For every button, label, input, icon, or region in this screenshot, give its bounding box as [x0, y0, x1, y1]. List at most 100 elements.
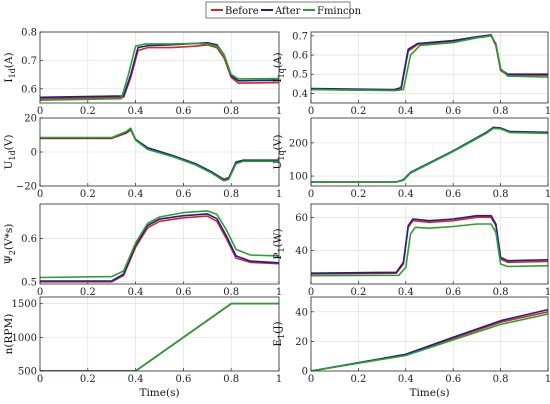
series-line-after	[40, 213, 279, 282]
x-tick-label: 0.8	[493, 189, 509, 200]
subplot-psi2: 0 0.2 0.4 0.6 0.8 1 0.5 0.6 Ψ2(V*s)	[3, 203, 282, 298]
x-tick-label: 0.6	[175, 106, 191, 117]
series-line-fmincon	[311, 34, 548, 92]
y-axis-label: n(RPM)	[3, 314, 15, 355]
y-tick-label: −20	[16, 182, 37, 193]
y-axis-label: Ψ2(V*s)	[3, 224, 17, 265]
y-axis-label: I1q(A)	[272, 52, 286, 82]
plot-frame	[39, 31, 280, 104]
x-tick-label: 0	[308, 189, 314, 200]
x-tick-label: 1	[545, 189, 550, 200]
x-tick-label: 0.8	[223, 374, 239, 385]
x-tick-label: 0.4	[128, 374, 144, 385]
y-axis-label: U1d(V)	[3, 135, 17, 170]
y-tick-label: 40	[295, 246, 308, 257]
plot-frame	[39, 296, 280, 372]
legend-label-after: After	[274, 6, 301, 17]
series-line-after	[40, 41, 279, 99]
plot-frame	[39, 203, 280, 285]
x-tick-label: 0	[308, 374, 314, 385]
series-line-fmincon	[311, 127, 548, 183]
x-tick-label: 0.8	[493, 106, 509, 117]
x-tick-label: 0.8	[493, 374, 509, 385]
y-tick-label: 20	[24, 114, 37, 125]
y-tick-label: 0.5	[21, 277, 37, 288]
x-tick-label: 1	[545, 374, 550, 385]
subplot-e1: 0 0.2 0.4 0.6 0.8 1 0 20 40 E1(J) Time(s)	[272, 296, 550, 399]
x-tick-label: 0.8	[493, 287, 509, 298]
y-tick-label: 0.6	[292, 51, 308, 62]
series-line-after	[40, 128, 279, 181]
x-tick-label: 1	[545, 106, 550, 117]
series-line-fmincon	[311, 313, 548, 371]
series-line-fmincon	[40, 302, 279, 371]
subplot-p1: 0 0.2 0.4 0.6 0.8 1 40 60 P1(W)	[272, 203, 550, 298]
y-tick-label: 0.6	[21, 84, 37, 95]
plot-frame	[39, 117, 280, 187]
series-line-after	[311, 34, 548, 91]
x-tick-label: 1	[276, 287, 282, 298]
x-tick-label: 0.6	[175, 287, 191, 298]
x-tick-label: 0.2	[350, 374, 366, 385]
y-tick-label: 0	[31, 148, 37, 159]
series-line-after	[311, 126, 548, 183]
x-tick-label: 0.2	[80, 287, 96, 298]
series-line-before	[40, 43, 279, 100]
x-tick-label: 0.6	[445, 189, 461, 200]
subplot-i1d: 0 0.2 0.4 0.6 0.8 1 0.6 0.7 0.8 I1d(A)	[3, 28, 282, 118]
y-tick-label: 0.8	[21, 28, 37, 39]
series-line-after	[311, 214, 548, 275]
y-tick-label: 0.7	[21, 56, 37, 67]
x-tick-label: 0.6	[445, 106, 461, 117]
series-line-before	[40, 215, 279, 283]
y-tick-label: 20	[295, 337, 308, 348]
series-line-fmincon	[40, 42, 279, 101]
x-tick-label: 0.2	[80, 106, 96, 117]
y-tick-label: 0.4	[292, 89, 308, 100]
x-tick-label: 0.8	[223, 189, 239, 200]
series-line-fmincon	[40, 210, 279, 279]
y-tick-label: 1500	[12, 299, 37, 310]
plot-frame	[310, 203, 549, 285]
series-line-before	[311, 127, 548, 183]
y-tick-label: 60	[295, 213, 308, 224]
y-tick-label: 500	[18, 367, 37, 378]
subplot-i1q: 0 0.2 0.4 0.6 0.8 1 0.4 0.5 0.6 0.7 I1q(A)	[272, 31, 550, 117]
plot-frame	[310, 117, 549, 187]
x-tick-label: 0.2	[80, 189, 96, 200]
x-tick-label: 0.8	[223, 287, 239, 298]
x-tick-label: 0.6	[445, 287, 461, 298]
legend-label-before: Before	[225, 6, 259, 17]
x-tick-label: 0.4	[398, 287, 414, 298]
x-tick-label: 1	[276, 106, 282, 117]
x-tick-label: 0.6	[445, 374, 461, 385]
y-tick-label: 0	[302, 367, 308, 378]
y-tick-label: 1000	[12, 333, 37, 344]
x-tick-label: 0.4	[128, 106, 144, 117]
y-tick-label: 0.6	[21, 234, 37, 245]
x-tick-label: 0	[308, 287, 314, 298]
y-axis-label: I1d(A)	[3, 52, 17, 82]
x-tick-label: 0	[37, 287, 43, 298]
x-tick-label: 0.4	[128, 189, 144, 200]
x-tick-label: 0.4	[128, 287, 144, 298]
series-line-fmincon	[311, 223, 548, 277]
x-tick-label: 0.6	[175, 189, 191, 200]
series-line-fmincon	[40, 127, 279, 182]
y-tick-label: 40	[295, 307, 308, 318]
y-axis-label: U1q(V)	[272, 135, 286, 170]
legend-box	[205, 1, 351, 19]
y-tick-label: 100	[289, 172, 308, 183]
x-axis-label: Time(s)	[139, 387, 179, 399]
legend-label-fmincon: Fmincon	[317, 6, 362, 17]
x-tick-label: 0.8	[223, 106, 239, 117]
y-tick-label: 0.7	[292, 31, 308, 42]
series-line-before	[311, 216, 548, 275]
y-tick-label: 200	[289, 138, 308, 149]
x-tick-label: 0.4	[398, 374, 414, 385]
legend: Before After Fmincon	[205, 1, 362, 19]
y-tick-label: 0.5	[292, 70, 308, 81]
